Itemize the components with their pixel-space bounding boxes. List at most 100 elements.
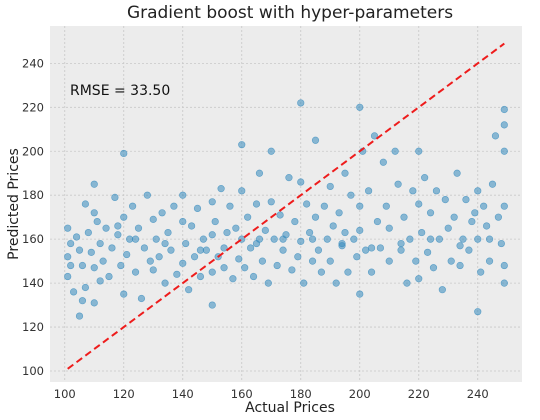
data-point <box>167 246 175 254</box>
data-point <box>276 211 284 219</box>
data-point <box>252 200 261 208</box>
data-point <box>285 174 293 182</box>
data-point <box>332 279 340 287</box>
data-point <box>64 253 72 261</box>
x-tick-label: 120 <box>113 387 135 401</box>
data-point <box>117 261 125 270</box>
data-point <box>394 180 402 188</box>
data-point <box>303 200 311 208</box>
data-point <box>471 209 479 217</box>
data-point <box>75 246 84 254</box>
data-point <box>96 239 104 248</box>
data-point <box>244 213 252 221</box>
data-point <box>356 290 364 298</box>
data-point <box>488 180 497 188</box>
data-point <box>249 272 258 281</box>
data-point <box>208 268 216 276</box>
data-point <box>432 187 441 195</box>
data-point <box>385 257 393 265</box>
data-point <box>341 169 349 177</box>
x-tick-label: 240 <box>467 387 489 401</box>
data-point <box>123 250 131 259</box>
x-tick-label: 100 <box>54 387 76 401</box>
data-point <box>400 213 408 221</box>
data-point <box>344 268 352 276</box>
data-point <box>441 196 449 204</box>
data-point <box>270 235 278 243</box>
data-point <box>264 279 272 287</box>
data-point <box>173 270 181 278</box>
data-point <box>179 217 187 226</box>
data-point <box>500 121 508 129</box>
chart-title: Gradient boost with hyper-parameters <box>127 3 453 23</box>
data-point <box>447 257 455 265</box>
data-point <box>500 261 508 270</box>
data-point <box>120 149 128 158</box>
data-point <box>347 191 355 199</box>
data-point <box>220 264 228 272</box>
data-point <box>96 277 104 285</box>
data-point <box>474 235 482 243</box>
data-point <box>409 187 417 195</box>
data-point <box>415 147 423 155</box>
data-point <box>93 217 101 226</box>
data-point <box>500 279 508 287</box>
data-point <box>465 246 473 254</box>
data-point <box>158 209 166 217</box>
data-point <box>376 244 385 252</box>
data-point <box>188 222 196 230</box>
data-point <box>102 224 110 232</box>
y-tick-label: 220 <box>22 100 44 114</box>
data-point <box>326 182 334 191</box>
data-point <box>356 226 364 234</box>
data-point <box>267 198 275 206</box>
data-point <box>208 301 216 309</box>
y-axis-label: Predicted Prices <box>6 148 22 260</box>
data-point <box>500 202 508 210</box>
data-point <box>415 200 423 208</box>
data-point <box>241 264 249 272</box>
x-axis-label: Actual Prices <box>245 400 335 416</box>
data-point <box>161 279 169 287</box>
plot-area <box>50 26 522 382</box>
y-tick-label: 180 <box>22 188 44 202</box>
y-axis-ticks: 100 120 140 160 180 200 220 240 <box>22 56 44 378</box>
data-point <box>379 158 387 166</box>
data-point <box>161 239 169 248</box>
data-point <box>105 272 113 281</box>
data-point <box>67 239 75 248</box>
data-point <box>500 147 508 155</box>
data-point <box>426 209 435 217</box>
data-point <box>288 266 296 274</box>
data-point <box>258 257 267 265</box>
data-point <box>403 279 411 287</box>
data-point <box>279 235 287 243</box>
data-point <box>217 185 225 193</box>
data-point <box>494 213 503 221</box>
data-point <box>199 235 207 243</box>
data-point <box>111 193 119 202</box>
data-point <box>78 297 87 305</box>
data-point <box>196 272 205 281</box>
data-point <box>485 235 494 243</box>
data-point <box>84 228 92 237</box>
data-point <box>291 217 299 226</box>
data-point <box>81 283 89 292</box>
data-point <box>500 105 508 114</box>
data-point <box>356 103 364 111</box>
x-tick-label: 160 <box>231 387 253 401</box>
y-tick-label: 140 <box>22 276 44 290</box>
data-point <box>485 257 494 265</box>
data-point <box>190 253 199 261</box>
data-point <box>238 141 246 149</box>
y-tick-label: 200 <box>22 144 44 158</box>
x-tick-label: 220 <box>408 387 430 401</box>
data-point <box>453 169 461 177</box>
data-point <box>211 217 219 226</box>
data-point <box>424 248 432 256</box>
data-point <box>164 228 172 237</box>
data-point <box>90 180 98 188</box>
data-point <box>329 222 337 230</box>
data-point <box>444 224 452 232</box>
